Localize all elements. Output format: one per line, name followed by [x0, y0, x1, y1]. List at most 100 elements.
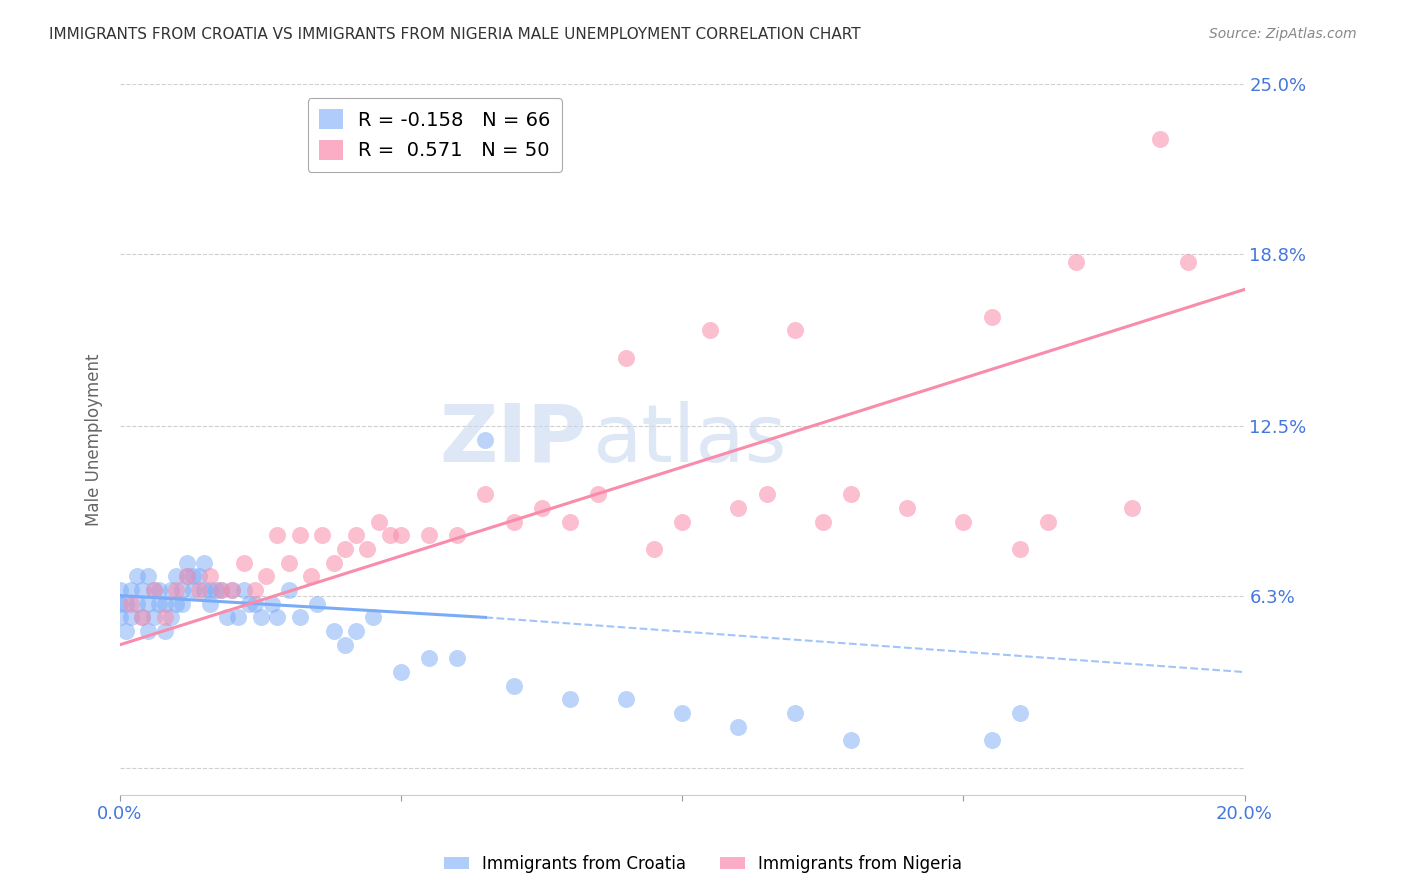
Point — [198, 569, 221, 583]
Text: ZIP: ZIP — [440, 401, 586, 479]
Legend: Immigrants from Croatia, Immigrants from Nigeria: Immigrants from Croatia, Immigrants from… — [437, 848, 969, 880]
Point — [389, 528, 412, 542]
Point — [266, 528, 288, 542]
Point — [378, 528, 401, 542]
Point — [215, 610, 238, 624]
Y-axis label: Male Unemployment: Male Unemployment — [86, 353, 103, 526]
Point — [839, 733, 862, 747]
Point — [361, 610, 384, 624]
Point — [299, 569, 322, 583]
Point — [193, 583, 215, 598]
Point — [418, 651, 440, 665]
Point — [558, 692, 581, 706]
Point — [165, 597, 187, 611]
Point — [1064, 255, 1087, 269]
Point — [249, 610, 271, 624]
Point — [1177, 255, 1199, 269]
Point — [288, 528, 311, 542]
Point — [418, 528, 440, 542]
Point — [176, 556, 198, 570]
Point — [125, 597, 148, 611]
Point — [614, 692, 637, 706]
Point — [446, 651, 468, 665]
Point — [1008, 542, 1031, 557]
Point — [120, 610, 142, 624]
Point — [209, 583, 232, 598]
Point — [980, 733, 1002, 747]
Point — [671, 515, 693, 529]
Point — [125, 569, 148, 583]
Point — [221, 583, 243, 598]
Point — [783, 323, 806, 337]
Legend: R = -0.158   N = 66, R =  0.571   N = 50: R = -0.158 N = 66, R = 0.571 N = 50 — [308, 98, 562, 172]
Point — [502, 515, 524, 529]
Point — [142, 583, 165, 598]
Point — [170, 583, 193, 598]
Point — [260, 597, 283, 611]
Point — [193, 556, 215, 570]
Point — [243, 597, 266, 611]
Point — [114, 597, 136, 611]
Point — [209, 583, 232, 598]
Point — [1036, 515, 1059, 529]
Point — [1149, 132, 1171, 146]
Point — [114, 624, 136, 638]
Point — [474, 433, 496, 447]
Point — [176, 569, 198, 583]
Point — [727, 720, 749, 734]
Point — [980, 310, 1002, 324]
Point — [148, 583, 170, 598]
Point — [238, 597, 260, 611]
Point — [136, 597, 159, 611]
Point — [727, 501, 749, 516]
Point — [344, 528, 367, 542]
Point — [952, 515, 974, 529]
Point — [181, 569, 204, 583]
Point — [311, 528, 333, 542]
Text: IMMIGRANTS FROM CROATIA VS IMMIGRANTS FROM NIGERIA MALE UNEMPLOYMENT CORRELATION: IMMIGRANTS FROM CROATIA VS IMMIGRANTS FR… — [49, 27, 860, 42]
Point — [221, 583, 243, 598]
Point — [288, 610, 311, 624]
Point — [356, 542, 378, 557]
Point — [530, 501, 553, 516]
Point — [586, 487, 609, 501]
Point — [153, 597, 176, 611]
Point — [159, 583, 181, 598]
Point — [839, 487, 862, 501]
Point — [333, 542, 356, 557]
Point — [181, 583, 204, 598]
Point — [811, 515, 834, 529]
Point — [558, 515, 581, 529]
Point — [389, 665, 412, 679]
Point — [136, 569, 159, 583]
Point — [232, 583, 254, 598]
Point — [671, 706, 693, 720]
Point — [643, 542, 665, 557]
Point — [1121, 501, 1143, 516]
Point — [896, 501, 918, 516]
Point — [783, 706, 806, 720]
Point — [333, 638, 356, 652]
Point — [277, 583, 299, 598]
Point — [502, 679, 524, 693]
Point — [131, 610, 153, 624]
Point — [277, 556, 299, 570]
Point — [120, 597, 142, 611]
Point — [153, 610, 176, 624]
Point — [755, 487, 778, 501]
Point — [153, 624, 176, 638]
Point — [131, 610, 153, 624]
Point — [474, 487, 496, 501]
Point — [198, 597, 221, 611]
Point — [232, 556, 254, 570]
Point — [187, 569, 209, 583]
Point — [136, 624, 159, 638]
Point — [243, 583, 266, 598]
Point — [305, 597, 328, 611]
Point — [159, 610, 181, 624]
Point — [131, 583, 153, 598]
Point — [108, 597, 131, 611]
Point — [142, 610, 165, 624]
Point — [170, 597, 193, 611]
Point — [120, 583, 142, 598]
